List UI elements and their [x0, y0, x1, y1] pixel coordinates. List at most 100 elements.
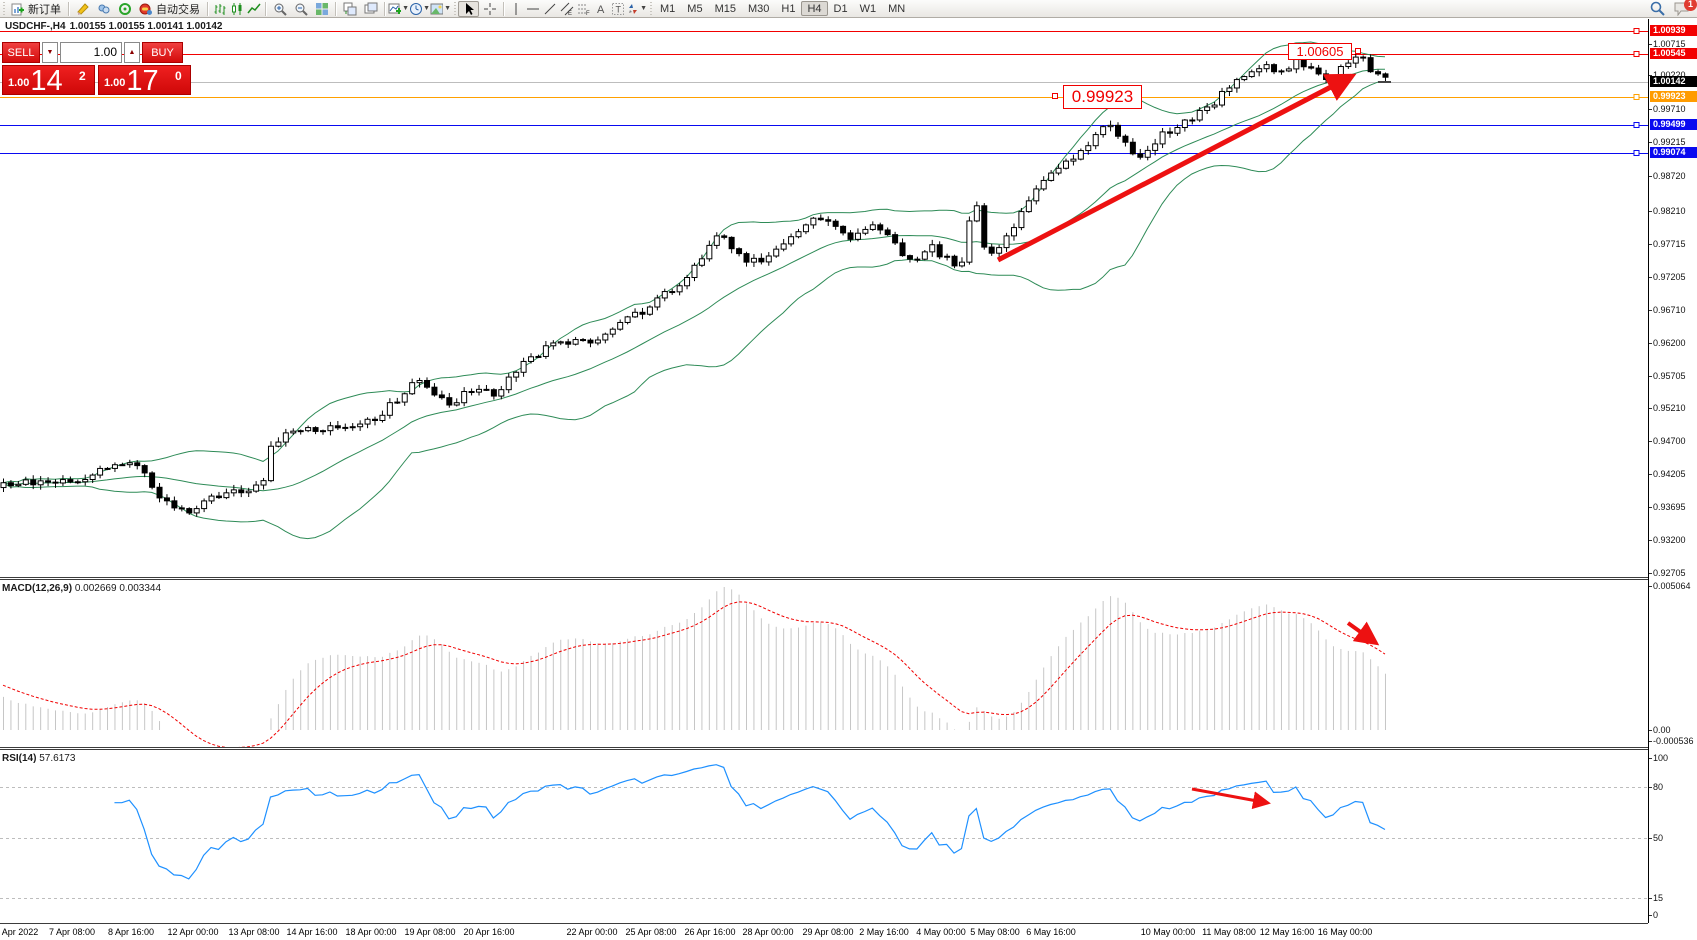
template-icon[interactable]: ▼: [430, 1, 451, 17]
timeframe-h4[interactable]: H4: [801, 1, 828, 16]
horizontal-line-tool-icon[interactable]: [524, 1, 541, 17]
timeframe-m15[interactable]: M15: [714, 3, 736, 15]
text-tool-icon[interactable]: A: [592, 1, 609, 17]
trendline-tool-icon[interactable]: [541, 1, 558, 17]
notifications-icon[interactable]: 1: [1673, 0, 1697, 19]
price-tick: 0.96200: [1648, 338, 1697, 349]
price-tick: 0.95210: [1648, 403, 1697, 414]
rsi-tick: 0: [1648, 910, 1697, 921]
date-label: 19 Apr 08:00: [404, 927, 456, 937]
price-label-box: 1.00939: [1650, 25, 1697, 36]
fibonacci-tool-icon[interactable]: F: [575, 1, 592, 17]
crosshair-tool-icon[interactable]: [479, 1, 500, 17]
date-label: 26 Apr 16:00: [684, 927, 736, 937]
candlestick-mode-icon[interactable]: [228, 1, 245, 17]
rsi-indicator: [0, 764, 1648, 899]
toolbar-separator: [207, 1, 208, 16]
sell-price-box[interactable]: 1.00 14 2: [2, 65, 95, 96]
svg-text:A: A: [597, 4, 605, 16]
new-order-icon: [11, 2, 25, 16]
zoom-in-icon[interactable]: [269, 1, 290, 17]
auto-trading-label: 自动交易: [156, 3, 200, 16]
date-label: 25 Apr 08:00: [625, 927, 677, 937]
rsi-tick: 80: [1648, 782, 1697, 793]
rsi-tick: 50: [1648, 833, 1697, 844]
toolbar-grip[interactable]: [452, 1, 457, 16]
price-tick: 0.99710: [1648, 104, 1697, 115]
date-label: Apr 2022: [1, 927, 39, 937]
zoom-out-icon[interactable]: [290, 1, 311, 17]
buy-price-prefix: 1.00: [104, 77, 126, 89]
chart-title: USDCHF-,H4 1.00155 1.00155 1.00141 1.0014…: [5, 21, 227, 32]
price-annotation[interactable]: 0.99923: [1063, 85, 1142, 109]
chevron-down-icon: ▼: [402, 5, 409, 12]
volume-input[interactable]: 1.00: [60, 42, 122, 63]
macd-tick: 0.005064: [1648, 581, 1697, 592]
timeframe-mn[interactable]: MN: [888, 3, 906, 15]
sell-button[interactable]: SELL: [2, 42, 40, 63]
signals-icon[interactable]: [114, 1, 135, 17]
toolbar-separator: [265, 1, 266, 16]
rsi-tick: 15: [1648, 893, 1697, 904]
toolbar-grip[interactable]: [648, 1, 653, 16]
volume-increase-button[interactable]: ▲: [124, 42, 140, 63]
cursor-tool-icon[interactable]: [458, 0, 479, 17]
volume-decrease-button[interactable]: ▼: [42, 42, 58, 63]
toolbar-separator: [503, 1, 504, 16]
toolbar-separator: [335, 1, 336, 16]
price-label-box: 1.00142: [1650, 76, 1697, 87]
buy-price-pips: 17: [126, 65, 159, 97]
community-icon[interactable]: [93, 1, 114, 17]
date-label: 20 Apr 16:00: [463, 927, 515, 937]
date-label: 29 Apr 08:00: [802, 927, 854, 937]
macd-tick: 0.00: [1648, 725, 1697, 736]
search-icon[interactable]: [1650, 1, 1665, 19]
auto-trading-icon: [139, 2, 153, 16]
date-label: 2 May 16:00: [859, 927, 909, 937]
tile-windows-icon[interactable]: [311, 1, 332, 17]
timeframe-w1[interactable]: W1: [859, 3, 877, 15]
vertical-line-tool-icon[interactable]: [507, 1, 524, 17]
arrows-tool-icon[interactable]: ▼: [626, 1, 647, 17]
channel-tool-icon[interactable]: E: [558, 1, 575, 17]
auto-trading-button[interactable]: 自动交易: [135, 1, 204, 17]
timeframe-m1[interactable]: M1: [660, 3, 676, 15]
new-chart-icon[interactable]: ▼: [388, 1, 409, 17]
trend-arrow[interactable]: [996, 73, 1357, 263]
new-order-label: 新订单: [28, 3, 61, 16]
timeframe-d1[interactable]: D1: [833, 3, 848, 15]
timeframe-h1[interactable]: H1: [781, 3, 796, 15]
price-label-box: 0.99499: [1650, 119, 1697, 130]
price-tick: 0.94700: [1648, 436, 1697, 447]
chevron-down-icon: ▼: [423, 5, 430, 12]
horizontal-level-lines[interactable]: [0, 28, 1648, 156]
sell-price-point: 2: [79, 69, 86, 83]
one-click-trading-panel: SELL ▼ 1.00 ▲ BUY 1.00 14 2 1.00 17 0: [2, 42, 201, 97]
buy-button[interactable]: BUY: [142, 42, 183, 63]
timeframe-m5[interactable]: M5: [687, 3, 703, 15]
price-label-box: 0.99074: [1650, 147, 1697, 158]
date-label: 7 Apr 08:00: [48, 927, 96, 937]
svg-text:E: E: [568, 11, 572, 16]
date-label: 8 Apr 16:00: [107, 927, 155, 937]
arrange-charts-icon[interactable]: [339, 1, 360, 17]
date-label: 12 May 16:00: [1259, 927, 1315, 937]
line-chart-mode-icon[interactable]: [245, 1, 262, 17]
buy-price-box[interactable]: 1.00 17 0: [98, 65, 191, 97]
price-tick: 0.99215: [1648, 137, 1697, 148]
sell-price-prefix: 1.00: [8, 77, 30, 89]
symbol-period: USDCHF-,H4: [5, 21, 66, 32]
bar-chart-mode-icon[interactable]: [211, 1, 228, 17]
new-order-button[interactable]: 新订单: [7, 1, 65, 17]
toolbar-grip[interactable]: [1, 1, 6, 16]
timeframe-m30[interactable]: M30: [747, 3, 770, 15]
price-annotation[interactable]: 1.00605: [1288, 43, 1352, 60]
cascade-charts-icon[interactable]: [360, 1, 381, 17]
highlighter-icon[interactable]: [72, 1, 93, 17]
text-label-tool-icon[interactable]: T: [609, 1, 626, 17]
date-label: 22 Apr 00:00: [566, 927, 618, 937]
svg-text:F: F: [586, 11, 590, 16]
period-selector-icon[interactable]: ▼: [409, 1, 430, 17]
ohlc-values: 1.00155 1.00155 1.00141 1.00142: [69, 21, 223, 32]
